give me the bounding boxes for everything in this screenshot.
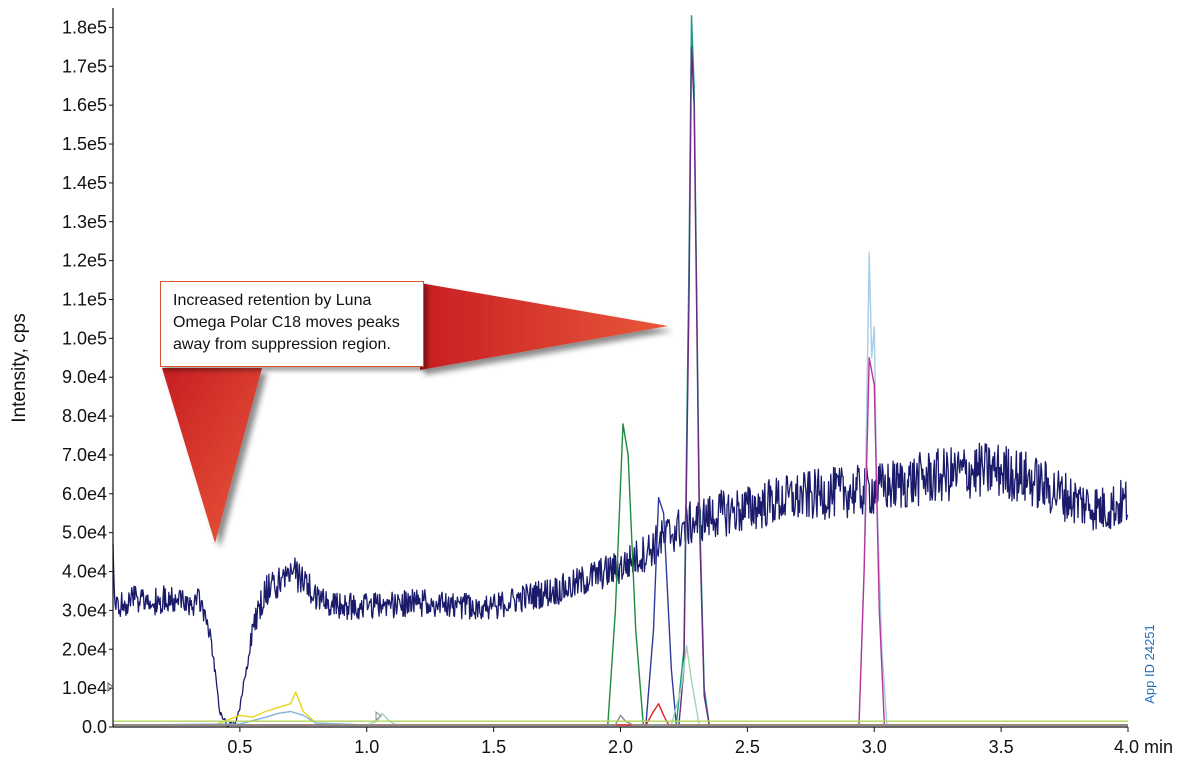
y-tick-label: 1.5e5	[62, 134, 107, 154]
series-line-7	[113, 357, 1128, 726]
y-tick-label: 8.0e4	[62, 406, 107, 426]
series-line-12	[113, 714, 1128, 726]
x-tick-label: 4.0 min	[1114, 737, 1173, 757]
y-tick-label: 1.6e5	[62, 95, 107, 115]
y-tick-label: 1.8e5	[62, 17, 107, 37]
axes-layer	[112, 8, 1128, 728]
y-tick-label: 1.1e5	[62, 289, 107, 309]
ticks-layer: 0.0 1.0e4 2.0e4 3.0e4 4.0e4 5.0e4 6.0e4 7.0e4 8.…	[62, 17, 1173, 757]
y-tick-label: 1.3e5	[62, 212, 107, 232]
y-axis-title: Intensity, cps	[9, 313, 30, 422]
callout-arrow-down	[162, 368, 262, 543]
callout-annotation: Increased retention by Luna Omega Polar …	[160, 281, 424, 367]
y-tick-label: 1.0e4	[62, 678, 107, 698]
y-tick-label: 1.7e5	[62, 56, 107, 76]
series-line-8	[113, 691, 1128, 726]
callout-arrows	[162, 283, 668, 543]
series-line-9	[112, 710, 1128, 726]
y-tick-label: 5.0e4	[62, 523, 107, 543]
x-tick-label: 2.5	[735, 737, 760, 757]
series-line-4	[113, 15, 1128, 726]
series-line-3	[113, 497, 1128, 726]
app-id-watermark: App ID 24251	[1142, 624, 1157, 704]
y-tick-label: 6.0e4	[62, 484, 107, 504]
y-tick-label: 3.0e4	[62, 600, 107, 620]
series-line-1	[112, 442, 1129, 728]
y-tick-label: 1.4e5	[62, 173, 107, 193]
callout-arrow-right	[420, 283, 668, 370]
series-line-10	[113, 644, 1128, 726]
y-tick-label: 7.0e4	[62, 445, 107, 465]
series-layer	[112, 15, 1129, 728]
y-tick-label: 0.0	[82, 717, 107, 737]
y-tick-label: 1.2e5	[62, 251, 107, 271]
x-tick-label: 0.5	[227, 737, 252, 757]
x-tick-label: 3.0	[862, 737, 887, 757]
x-tick-label: 3.5	[989, 737, 1014, 757]
y-tick-label: 1.0e5	[62, 328, 107, 348]
x-tick-label: 2.0	[608, 737, 633, 757]
y-tick-label: 2.0e4	[62, 639, 107, 659]
y-tick-label: 4.0e4	[62, 562, 107, 582]
small-marker-icon	[107, 681, 382, 722]
x-tick-label: 1.0	[354, 737, 379, 757]
y-tick-label: 9.0e4	[62, 367, 107, 387]
series-line-5	[113, 46, 1128, 726]
x-tick-label: 1.5	[481, 737, 506, 757]
series-line-2	[113, 423, 1128, 726]
